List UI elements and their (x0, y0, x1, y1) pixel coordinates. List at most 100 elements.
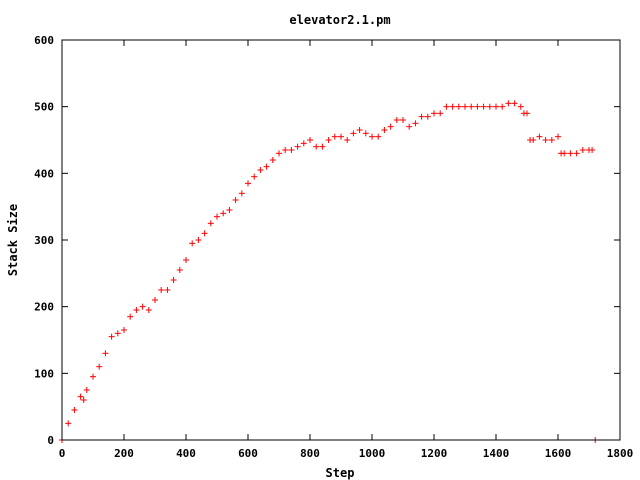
data-point (331, 133, 338, 140)
y-axis-label: Stack Size (6, 204, 20, 276)
data-point (102, 350, 109, 357)
data-point (548, 137, 555, 143)
data-point (387, 123, 394, 130)
y-tick-label: 0 (47, 434, 54, 447)
x-tick-label: 1600 (545, 447, 572, 460)
data-point (511, 100, 518, 107)
data-point (437, 110, 444, 117)
data-point (158, 287, 165, 293)
data-point (362, 130, 369, 137)
data-point (307, 137, 313, 143)
x-tick-label: 0 (59, 447, 66, 460)
data-point (536, 133, 543, 140)
data-point (344, 137, 351, 143)
data-point (375, 133, 382, 140)
data-point (530, 137, 537, 143)
data-point (369, 133, 375, 140)
data-point (381, 127, 388, 133)
data-point (350, 130, 357, 137)
data-point (412, 120, 419, 127)
data-point (214, 213, 220, 220)
data-point (505, 100, 512, 107)
data-point (232, 197, 239, 203)
data-point (251, 173, 258, 180)
data-point (164, 287, 171, 293)
data-point (121, 327, 127, 333)
data-point (294, 143, 301, 150)
data-point (462, 103, 468, 110)
data-point (77, 393, 84, 400)
data-point (133, 307, 140, 313)
y-tick-label: 600 (34, 34, 54, 47)
data-point (300, 140, 307, 147)
data-point (90, 373, 96, 380)
plot-frame (61, 39, 621, 441)
data-point (424, 113, 431, 120)
data-point (555, 133, 561, 140)
y-tick-label: 400 (34, 167, 54, 180)
data-point (393, 117, 400, 123)
data-point (524, 110, 530, 117)
data-point (468, 103, 475, 110)
data-point (313, 143, 320, 150)
data-point (589, 147, 596, 153)
x-tick-label: 800 (300, 447, 320, 460)
data-point (83, 387, 90, 393)
data-point (183, 257, 189, 263)
y-tick-label: 500 (34, 101, 54, 114)
data-point (189, 240, 196, 247)
data-point (114, 330, 121, 337)
data-point (356, 127, 363, 133)
data-point (170, 277, 177, 283)
x-tick-label: 400 (176, 447, 196, 460)
data-point (195, 237, 202, 243)
x-tick-label: 200 (114, 447, 134, 460)
data-point (338, 133, 344, 140)
data-point (269, 157, 276, 163)
data-point (288, 147, 295, 153)
data-point (418, 113, 425, 120)
y-tick-label: 100 (34, 367, 54, 380)
data-point (176, 267, 183, 273)
data-point (207, 220, 214, 227)
data-point (319, 143, 326, 150)
y-tick-label: 200 (34, 301, 54, 314)
data-series (59, 100, 599, 443)
data-point (493, 103, 499, 110)
data-point (443, 103, 450, 110)
data-point (127, 313, 134, 320)
x-tick-label: 1200 (421, 447, 448, 460)
data-point (257, 167, 264, 173)
data-point (245, 180, 251, 187)
y-tick-label: 300 (34, 234, 54, 247)
x-axis-label: Step (326, 466, 355, 480)
data-point (579, 147, 586, 153)
data-point (145, 307, 152, 313)
data-point (325, 137, 332, 143)
data-point (201, 230, 208, 237)
x-tick-label: 1400 (483, 447, 510, 460)
data-point (474, 103, 481, 110)
x-axis: 0 200 400 600 800 1000 1200 1400 1600 1800 (59, 40, 633, 460)
data-point (400, 117, 406, 123)
data-point (80, 397, 87, 403)
data-point (71, 407, 78, 413)
data-point (238, 190, 245, 197)
data-point (486, 103, 493, 110)
data-point (455, 103, 462, 110)
data-point (276, 150, 282, 157)
data-point (517, 103, 524, 110)
data-point (480, 103, 487, 110)
data-point (139, 303, 146, 310)
data-point (449, 103, 456, 110)
data-point (65, 420, 72, 427)
data-point (406, 123, 413, 130)
data-point (573, 150, 580, 157)
data-point (96, 363, 103, 370)
data-point (282, 147, 289, 153)
data-point (542, 137, 549, 143)
data-point (431, 110, 437, 117)
data-point (220, 210, 227, 217)
data-point (108, 333, 115, 340)
